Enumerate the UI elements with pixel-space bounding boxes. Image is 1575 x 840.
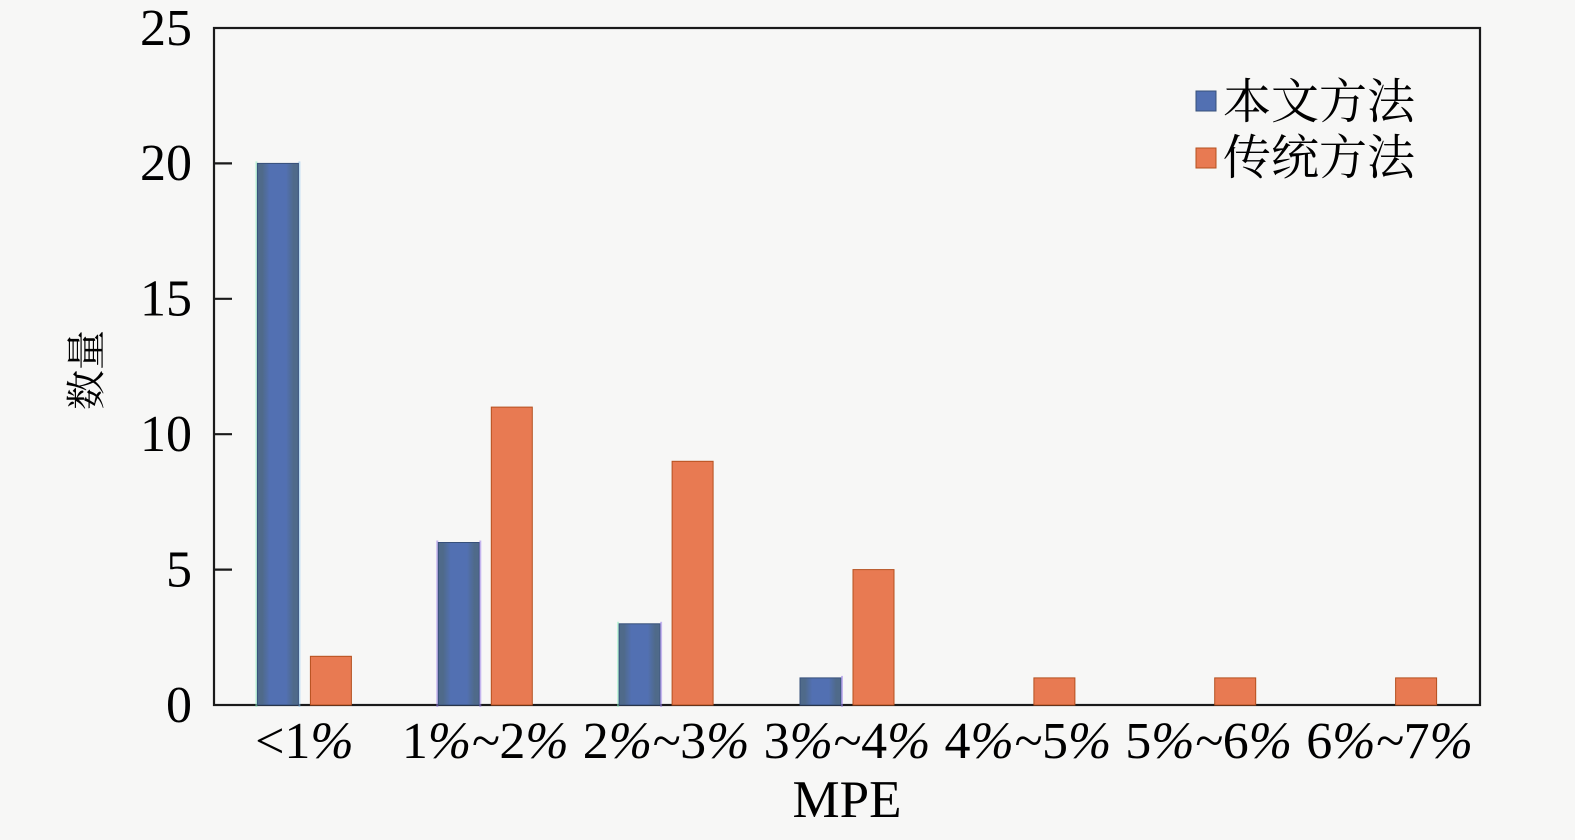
svg-text:20: 20 [140, 135, 192, 192]
svg-text:0: 0 [166, 677, 192, 734]
svg-text:5: 5 [166, 542, 192, 599]
svg-text:25: 25 [140, 0, 192, 57]
svg-text:5%~6%: 5%~6% [1125, 713, 1292, 770]
svg-text:4%~5%: 4%~5% [945, 713, 1112, 770]
svg-text:10: 10 [140, 406, 192, 463]
svg-text:MPE: MPE [793, 771, 902, 829]
svg-text:2%~3%: 2%~3% [583, 713, 750, 770]
svg-text:6%~7%: 6%~7% [1306, 713, 1473, 770]
svg-text:数量: 数量 [55, 330, 112, 410]
svg-text:<1%: <1% [255, 713, 354, 770]
svg-text:传统方法: 传统方法 [1223, 119, 1416, 188]
svg-text:15: 15 [140, 271, 192, 328]
svg-text:3%~4%: 3%~4% [764, 713, 931, 770]
svg-text:1%~2%: 1%~2% [402, 713, 569, 770]
